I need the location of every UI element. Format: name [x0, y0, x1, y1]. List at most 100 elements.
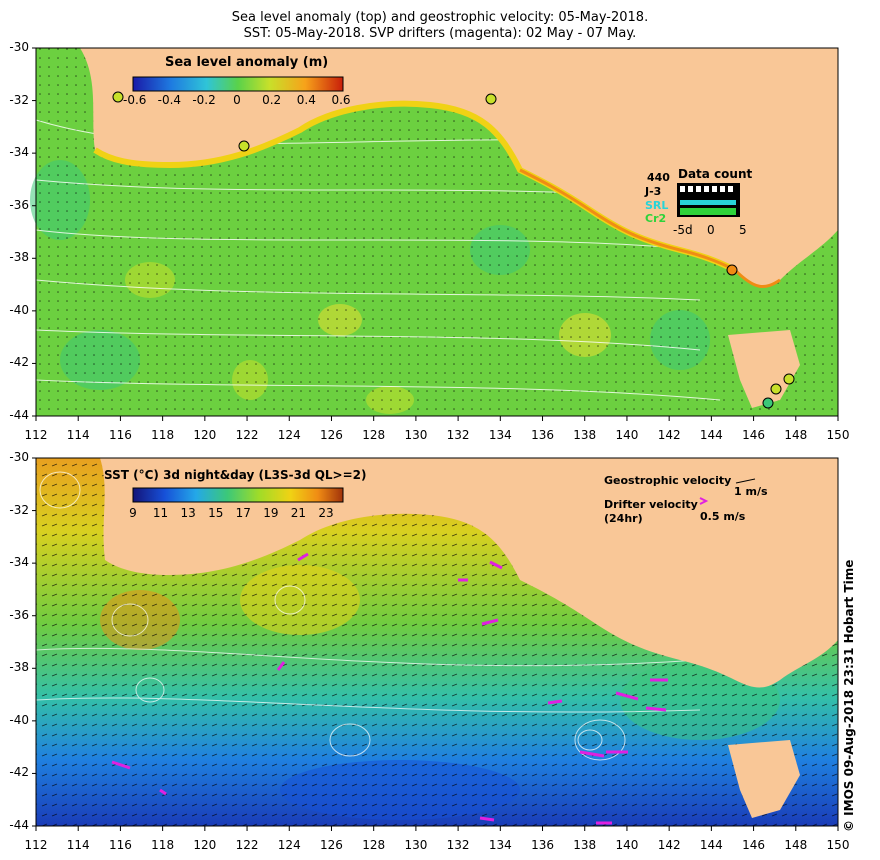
lon-tick-label: 120: [193, 838, 217, 852]
sla-colorbar-tick: -0.6: [123, 93, 147, 107]
sla-colorbar-tick: 0.6: [331, 93, 351, 107]
lat-tick-label: -44: [9, 408, 29, 422]
lon-tick-label: 150: [826, 838, 850, 852]
lon-tick-label: 138: [573, 428, 597, 442]
sla-tasmania: [728, 330, 800, 408]
lon-tick-label: 128: [362, 838, 386, 852]
sla-colorbar-tick: 0.4: [296, 93, 316, 107]
sla-altimetry-sites: [112, 91, 795, 409]
datacount-sat-j3: J-3: [645, 185, 662, 198]
sst-colorbar-title: SST (°C) 3d night&day (L3S-3d QL>=2): [104, 468, 367, 482]
drifter-label: Drifter velocity: [604, 498, 698, 511]
lat-tick-label: -42: [9, 765, 29, 780]
lon-tick-label: 114: [66, 838, 90, 852]
lat-tick-label: -30: [9, 40, 29, 54]
lat-tick-label: -34: [9, 145, 29, 160]
sla-colorbar-tick: 0.2: [262, 93, 282, 107]
sla-colorbar-tick: -0.2: [192, 93, 216, 107]
credit: © IMOS 09-Aug-2018 23:31 Hobart Time: [842, 559, 856, 832]
geostrophic-scale-arrow: [735, 478, 756, 484]
sla-colorbar: [132, 76, 344, 92]
title-line-1: Sea level anomaly (top) and geostrophic …: [231, 10, 649, 25]
sst-land: [100, 458, 838, 688]
axis-ticks: [32, 47, 839, 831]
lon-tick-label: 126: [320, 838, 343, 852]
geostrophic-scale: 1 m/s: [734, 485, 768, 498]
datacount-tick-0: 0: [707, 223, 715, 237]
lon-tick-label: 142: [657, 838, 681, 852]
datacount-sat-srl: SRL: [645, 199, 669, 212]
lat-tick-label: -32: [9, 502, 29, 517]
lon-tick-label: 124: [277, 838, 301, 852]
lon-tick-label: 146: [742, 428, 766, 442]
sst-colorbar-tick: 15: [208, 506, 224, 520]
lat-tick-label: -30: [9, 450, 29, 464]
sla-panel: [30, 47, 841, 417]
lon-tick-label: 122: [235, 838, 259, 852]
datacount-tick-5: 5: [739, 223, 747, 237]
lon-tick-label: 148: [784, 838, 808, 852]
drifter-scale-arrow: [699, 497, 709, 505]
lon-tick-label: 146: [742, 838, 766, 852]
sst-colorbar-tick: 11: [152, 506, 169, 520]
sst-colorbar-tick: 23: [318, 506, 334, 520]
lat-tick-label: -32: [9, 92, 29, 107]
sst-tasmania: [728, 740, 800, 818]
lat-tick-label: -36: [9, 197, 29, 212]
lon-tick-label: 118: [151, 838, 175, 852]
sst-colorbar-tick: 9: [129, 506, 137, 520]
sla-frame: [35, 47, 839, 417]
datacount-tick-neg5: -5d: [673, 223, 693, 237]
lon-tick-label: 136: [531, 428, 554, 442]
sst-colorbar-tick: 13: [180, 506, 196, 520]
lat-tick-label: -44: [9, 818, 29, 832]
sst-frame: [35, 457, 839, 827]
lon-tick-label: 140: [615, 838, 639, 852]
sla-colorbar-tick: 0: [233, 93, 241, 107]
sla-colorbar-title: Sea level anomaly (m): [165, 55, 329, 70]
lon-tick-label: 132: [446, 428, 470, 442]
sst-contours: [35, 471, 701, 761]
sla-colorbar-tick: -0.4: [157, 93, 182, 107]
lon-tick-label: 144: [699, 838, 723, 852]
sst-colorbar-tick: 17: [235, 506, 251, 520]
lat-tick-label: -42: [9, 355, 29, 370]
lon-tick-label: 116: [108, 428, 132, 442]
lon-tick-label: 116: [108, 838, 132, 852]
lat-tick-label: -36: [9, 607, 29, 622]
drifter-scale: 0.5 m/s: [700, 510, 746, 523]
lon-tick-label: 124: [277, 428, 301, 442]
lon-tick-label: 134: [488, 428, 512, 442]
drifter-sub: (24hr): [604, 512, 643, 525]
lon-tick-label: 142: [657, 428, 681, 442]
datacount-sat-cr2: Cr2: [645, 212, 667, 225]
lon-tick-label: 122: [235, 428, 259, 442]
sst-colorbar-tick: 19: [263, 506, 279, 520]
lon-tick-label: 118: [151, 428, 175, 442]
lon-tick-label: 128: [362, 428, 386, 442]
sst-panel: [35, 457, 839, 827]
lon-tick-label: 138: [573, 838, 597, 852]
sla-datacount-bars: [677, 183, 740, 217]
lat-tick-label: -38: [9, 660, 29, 675]
lon-tick-label: 112: [24, 428, 48, 442]
lat-tick-label: -40: [9, 712, 29, 727]
geostrophic-label: Geostrophic velocity: [604, 474, 732, 487]
lat-tick-label: -40: [9, 302, 29, 317]
title-line-2: SST: 05-May-2018. SVP drifters (magenta)…: [243, 26, 637, 41]
lat-tick-label: -34: [9, 555, 29, 570]
lon-tick-label: 126: [320, 428, 343, 442]
lon-tick-label: 112: [24, 838, 48, 852]
lon-tick-label: 148: [784, 428, 808, 442]
lon-tick-label: 150: [826, 428, 850, 442]
lon-tick-label: 144: [699, 428, 723, 442]
datacount-title: Data count: [678, 167, 753, 181]
drifter-tracks: [111, 552, 668, 825]
lon-tick-label: 114: [66, 428, 90, 442]
lon-tick-label: 132: [446, 838, 470, 852]
sla-land: [36, 48, 838, 287]
datacount-number: 440: [647, 171, 670, 184]
lat-tick-label: -38: [9, 250, 29, 265]
lon-tick-label: 120: [193, 428, 217, 442]
